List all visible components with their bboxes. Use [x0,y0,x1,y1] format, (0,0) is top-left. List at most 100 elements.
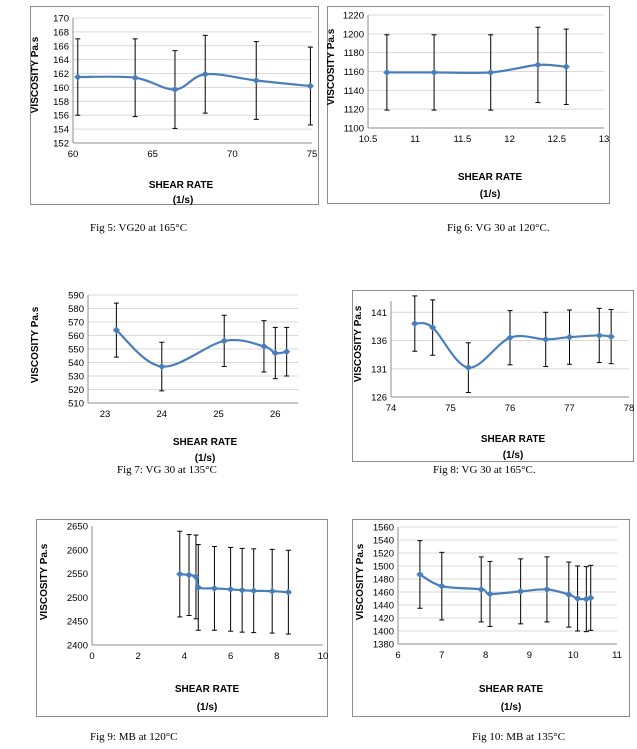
x-tick-label: 0 [89,651,94,662]
y-axis-title: VISCOSITY Pa.s [355,543,366,620]
x-axis-unit: (1/s) [480,189,501,200]
x-tick-label: 76 [505,403,516,414]
data-point [185,571,193,579]
x-axis-title: SHEAR RATE [175,684,240,695]
data-point [517,587,525,595]
chart-panel-fig5: 152 154 156 158 160 162 164 166 168 170 60 65 70 75 SH… [30,6,319,207]
x-tick-label: 8 [274,651,279,662]
x-tick-label: 25 [213,409,224,420]
y-tick-label: 1100 [344,124,364,135]
data-point [238,586,246,594]
x-tick-label: 11 [612,650,622,661]
x-tick-label: 11.5 [454,134,472,145]
data-point [131,74,139,82]
chart-panel-fig9: 2400 2450 2500 2550 2600 2650 0 2 4 6 8 10 SHEAR RAT… [36,519,328,717]
data-point [565,333,574,341]
y-tick-label: 126 [371,393,387,404]
y-tick-label: 131 [371,364,387,375]
x-axis-unit: (1/s) [173,195,194,206]
chart-panel-fig8: 126 131 136 141 74 75 76 77 78 SHEAR RATE (1/s) VIS… [352,290,634,462]
data-point [595,331,603,340]
data-point [464,364,472,372]
y-tick-label: 540 [68,358,84,369]
data-point [562,63,570,71]
x-axis-title: SHEAR RATE [481,434,546,445]
data-point [284,588,292,596]
y-tick-label: 570 [68,318,84,329]
x-axis-title: SHEAR RATE [173,437,238,448]
data-point [573,594,582,603]
x-tick-label: 6 [228,651,233,662]
x-tick-label: 65 [147,149,158,160]
data-point [383,68,391,77]
data-point [171,85,179,94]
series-line [77,72,311,91]
y-tick-label: 1200 [343,29,364,40]
data-point [438,582,446,590]
y-axis-title: VISCOSITY Pa.s [326,28,337,105]
x-axis-title: SHEAR RATE [458,172,523,183]
x-tick-label: 7 [439,650,444,661]
data-point [487,68,495,77]
chart-panel-fig6: 1100 1120 1140 1160 1180 1200 1220 10.5 11 11.5 12… [326,6,610,204]
figure-caption-fig10: Fig 10: MB at 135°C [472,731,566,743]
series-line [419,573,592,601]
figure-caption-fig7: Fig 7: VG 30 at 135°C [117,464,217,476]
x-axis-unit: (1/s) [501,702,522,713]
figure-caption-fig8: Fig 8: VG 30 at 165°C. [433,464,536,476]
x-axis-unit: (1/s) [195,453,216,464]
data-point [430,68,438,77]
y-tick-label: 164 [53,55,69,66]
y-tick-label: 1440 [373,601,394,612]
x-tick-label: 70 [227,149,238,160]
y-tick-label: 162 [53,69,69,80]
data-point [210,584,219,592]
y-axis-title: VISCOSITY Pa.s [30,36,41,113]
x-tick-label: 11 [410,134,420,145]
x-tick-label: 6 [395,650,400,661]
x-tick-label: 77 [564,403,575,414]
data-point [201,70,209,78]
figure-caption-fig6: Fig 6: VG 30 at 120°C. [447,222,550,234]
series-line [414,321,612,369]
data-point [176,570,184,578]
chart-svg-fig7: 510 520 530 540 550 560 570 580 590 23 24 25 26 SHEAR… [30,291,298,464]
chart-svg-fig6: 1100 1120 1140 1160 1180 1200 1220 10.5 11 11.5 12… [326,11,610,201]
x-tick-label: 24 [156,409,167,420]
chart-svg-fig5: 152 154 156 158 160 162 164 166 168 170 60 65 70 75 SH… [30,14,318,207]
y-tick-label: 1480 [373,575,394,586]
x-tick-label: 13 [599,134,610,145]
x-tick-label: 75 [307,149,318,160]
data-point [74,73,82,81]
x-tick-label: 75 [445,403,456,414]
data-point [486,590,494,598]
y-tick-label: 1140 [344,86,364,97]
chart-svg-fig10: 1380 1400 1420 1440 1460 1480 1500 1520 1540 1560… [355,523,622,714]
y-tick-label: 1540 [373,536,394,547]
y-tick-label: 2650 [67,522,88,533]
x-tick-label: 10 [568,650,579,661]
y-tick-label: 550 [68,345,84,356]
x-tick-label: 4 [182,651,187,662]
x-axis-unit: (1/s) [503,450,524,461]
y-tick-label: 2400 [67,641,88,652]
y-tick-label: 154 [53,125,69,136]
y-tick-label: 1180 [344,48,364,59]
y-tick-label: 1520 [373,549,394,560]
data-point [252,76,260,85]
y-tick-label: 2600 [67,545,88,556]
y-tick-label: 166 [53,41,69,52]
y-tick-label: 156 [53,111,69,122]
y-tick-label: 530 [68,372,84,383]
y-tick-label: 1500 [373,562,394,573]
y-tick-label: 1380 [373,640,394,651]
x-tick-label: 12.5 [548,134,567,145]
data-point [607,332,615,341]
y-tick-label: 1120 [344,105,364,116]
y-tick-label: 160 [53,83,69,94]
data-point [194,583,202,592]
y-tick-label: 520 [68,385,84,396]
y-tick-label: 152 [53,139,69,150]
x-tick-label: 12 [504,134,515,145]
y-tick-label: 2500 [67,593,88,604]
